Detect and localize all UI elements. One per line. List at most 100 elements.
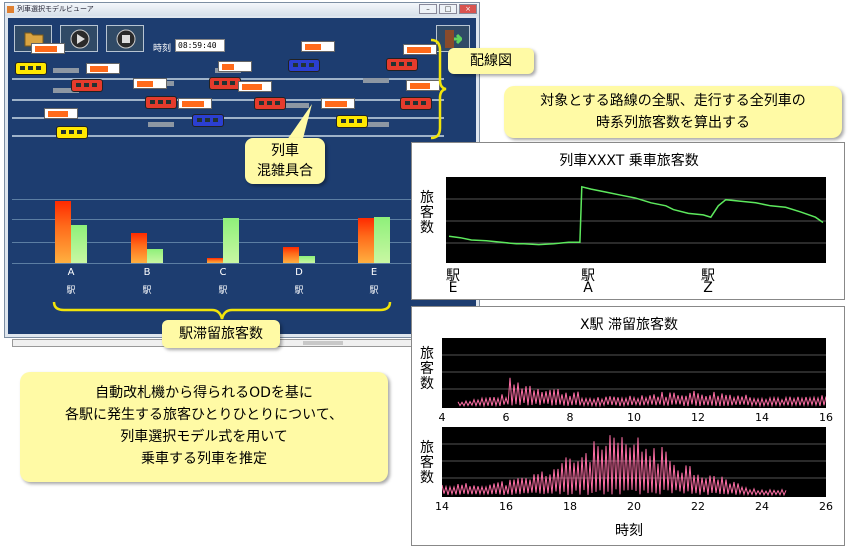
stop-icon (116, 29, 136, 49)
train[interactable] (288, 59, 320, 72)
x-tick-label: 18 (563, 500, 577, 513)
station-eki: 駅 (66, 286, 76, 296)
folder-icon (24, 32, 44, 47)
train[interactable] (386, 58, 418, 71)
exit-button[interactable] (436, 25, 470, 52)
x-axis-label: 時刻 (615, 523, 643, 539)
morning-waiting-chart (442, 338, 826, 408)
callout-line: 各駅に発生する旅客ひとりひとりについて、 (64, 407, 344, 423)
grid-line (12, 199, 444, 200)
callout-line: 時系列旅客数を算出する (596, 115, 750, 131)
bar-green (223, 218, 239, 263)
platform (53, 68, 79, 73)
track-line (12, 135, 444, 137)
platform (53, 88, 79, 93)
x-tick-label: 10 (627, 411, 641, 424)
bar-orange (358, 218, 374, 263)
train[interactable] (56, 126, 88, 139)
play-button[interactable] (60, 25, 98, 52)
x-tick-label: 8 (566, 411, 574, 424)
train[interactable] (254, 97, 286, 110)
plot-area (446, 177, 826, 263)
x-tick-label: 14 (755, 411, 769, 424)
app-window: 列車選択モデルビューア – □ × 時刻 08:59:40 (4, 2, 480, 347)
congestion-gauge (86, 63, 120, 74)
bar-orange (207, 258, 223, 263)
x-tick-label: 16 (819, 411, 833, 424)
time-field[interactable]: 08:59:40 (175, 39, 225, 52)
y-axis-label: 旅客数 (420, 346, 434, 392)
congestion-gauge (321, 98, 355, 109)
x-tick-label: 26 (819, 500, 833, 513)
close-button[interactable]: × (459, 4, 477, 14)
congestion-gauge (44, 108, 78, 119)
stop-button[interactable] (106, 25, 144, 52)
callout-line: 列車選択モデル式を用いて (120, 429, 288, 445)
train[interactable] (209, 77, 241, 90)
bar-orange (55, 201, 71, 263)
congestion-gauge (301, 41, 335, 52)
congestion-gauge (31, 43, 65, 54)
platform (363, 78, 389, 83)
callout-line: 列車 (271, 143, 299, 159)
top-right-callout: 対象とする路線の全駅、走行する全列車の 時系列旅客数を算出する (504, 86, 842, 138)
y-axis-label: 旅客数 (420, 440, 434, 486)
window-title: 列車選択モデルビューア (17, 5, 94, 13)
minimize-button[interactable]: – (419, 4, 437, 14)
congestion-gauge (133, 78, 167, 89)
bar-green (374, 216, 390, 263)
station-eki: 駅 (218, 286, 228, 296)
simulation-canvas: 時刻 08:59:40 (8, 18, 476, 347)
brace-right (430, 38, 447, 140)
x-tick-label: 12 (691, 411, 705, 424)
app-icon (7, 6, 14, 13)
x-tick-label: 4 (438, 411, 446, 424)
train[interactable] (71, 79, 103, 92)
bar-orange (131, 233, 147, 263)
series-line (442, 435, 787, 497)
congestion-gauge (218, 61, 252, 72)
congestion-gauge (178, 98, 212, 109)
platform (148, 122, 174, 127)
train[interactable] (15, 62, 47, 75)
bar-green (299, 255, 315, 263)
callout-line: 混雑具合 (257, 163, 313, 179)
grid-line (12, 263, 444, 264)
play-icon (70, 29, 90, 49)
train[interactable] (336, 115, 368, 128)
series-line (448, 185, 824, 246)
scrollbar-thumb[interactable] (303, 341, 343, 345)
x-tick-label: A (583, 280, 593, 296)
station-letter: E (370, 267, 378, 278)
station-eki: 駅 (294, 286, 304, 296)
x-tick-label: 16 (499, 500, 513, 513)
congestion-gauge (406, 80, 440, 91)
x-tick-label: 駅 (701, 268, 715, 284)
x-tick-label: Z (703, 280, 713, 296)
station-eki: 駅 (369, 286, 379, 296)
time-label: 時刻 (153, 44, 172, 54)
plot-area (442, 427, 826, 497)
y-axis-label: 旅客数 (420, 190, 434, 236)
train[interactable] (400, 97, 432, 110)
x-tick-label: 駅 (446, 268, 460, 284)
track-diagram-callout: 配線図 (448, 48, 534, 74)
callout-line: 乗車する列車を推定 (141, 451, 267, 467)
x-tick-label: 14 (435, 500, 449, 513)
x-tick-label: 24 (755, 500, 769, 513)
evening-waiting-chart (442, 427, 826, 497)
platform (363, 122, 389, 127)
train[interactable] (145, 96, 177, 109)
chart-title: 列車XXXT 乗車旅客数 (559, 153, 699, 169)
maximize-button[interactable]: □ (439, 4, 457, 14)
title-bar: 列車選択モデルビューア – □ × (5, 3, 479, 16)
train-congestion-callout: 列車 混雑具合 (245, 138, 325, 184)
train[interactable] (192, 114, 224, 127)
x-tick-label: 6 (502, 411, 510, 424)
x-tick-label: 20 (627, 500, 641, 513)
series-line (457, 377, 826, 408)
bar-green (147, 249, 163, 263)
train-passenger-chart (446, 177, 826, 263)
station-letter: A (67, 267, 75, 278)
